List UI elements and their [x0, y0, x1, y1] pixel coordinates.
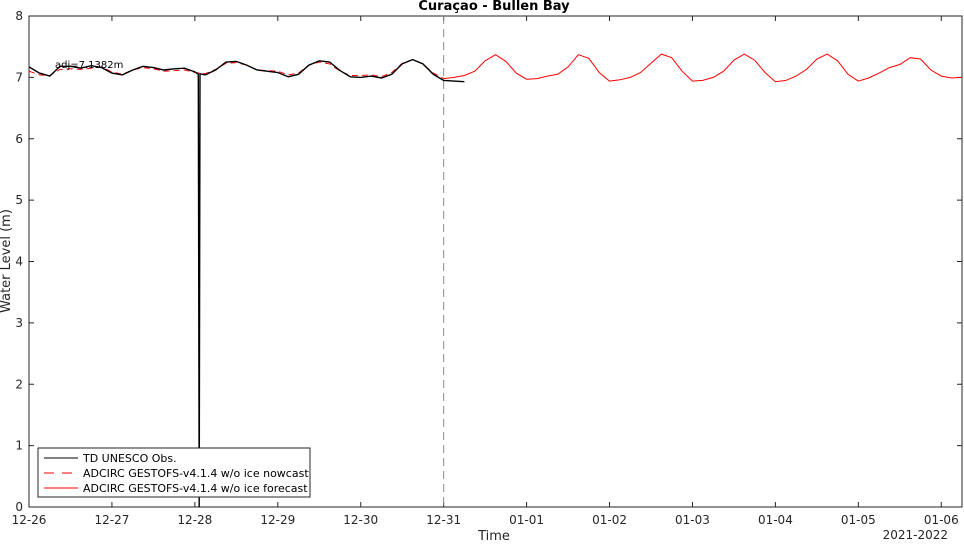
plot-layer: 12-26 12-27 12-28 12-29 12-30 12-31 01-01 01-02… [12, 9, 963, 527]
y-tick-label: 5 [15, 193, 23, 207]
x-tick-label: 12-27 [94, 513, 129, 527]
x-tick-label: 01-05 [841, 513, 876, 527]
series-line-0 [28, 58, 465, 508]
adjustment-annotation: adj=7.1382m [55, 60, 123, 71]
x-tick-label: 12-31 [426, 513, 461, 527]
legend-label-0: TD UNESCO Obs. [82, 452, 177, 465]
x-tick-label: 12-28 [177, 513, 212, 527]
y-tick-label: 3 [15, 316, 23, 330]
legend-box [37, 447, 311, 498]
x-tick-label: 01-06 [924, 513, 959, 527]
x-tick-label: 01-04 [758, 513, 793, 527]
series-line-1 [28, 59, 444, 80]
x-tick-label: 01-01 [509, 513, 544, 527]
y-tick-label: 7 [15, 70, 23, 84]
y-tick-label: 6 [15, 132, 23, 146]
legend-label-2: ADCIRC GESTOFS-v4.1.4 w/o ice forecast [83, 482, 308, 495]
x-tick-label: 01-03 [675, 513, 710, 527]
x-tick-label: 12-29 [260, 513, 295, 527]
x-axis-title: Time [477, 529, 510, 541]
x-tick-label: 12-30 [343, 513, 378, 527]
y-tick-label: 1 [15, 439, 23, 453]
year-label: 2021-2022 [883, 528, 948, 541]
y-tick-label: 0 [15, 500, 23, 514]
legend: TD UNESCO Obs. ADCIRC GESTOFS-v4.1.4 w/o … [37, 447, 311, 498]
y-axis-title: Water Level (m) [0, 209, 14, 313]
chart-title: Curaçao - Bullen Bay [418, 0, 570, 14]
x-tick-label: 01-02 [592, 513, 627, 527]
y-tick-label: 4 [15, 255, 23, 269]
plot-frame [28, 15, 963, 508]
y-tick-label: 2 [15, 377, 23, 391]
series-line-2 [443, 53, 963, 83]
legend-label-1: ADCIRC GESTOFS-v4.1.4 w/o ice nowcast [83, 467, 309, 480]
x-tick-label: 12-26 [12, 513, 47, 527]
y-tick-label: 8 [15, 9, 23, 23]
